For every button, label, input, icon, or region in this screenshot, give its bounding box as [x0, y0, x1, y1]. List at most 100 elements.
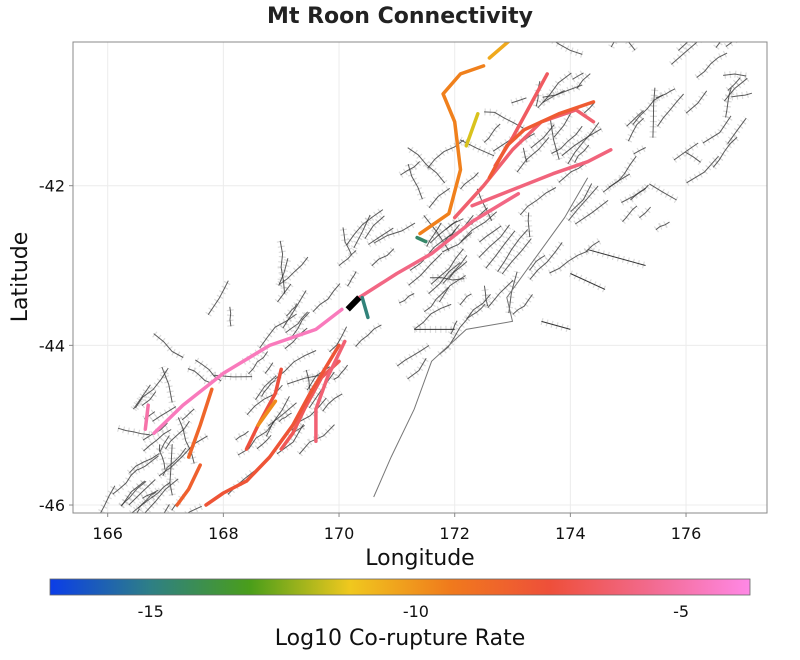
fault-trace [134, 367, 169, 409]
fault-trace [529, 242, 563, 280]
x-axis-ticks: 166 168 170 172 174 176 [92, 513, 701, 543]
fault-trace [408, 252, 443, 286]
x-axis-label: Longitude [365, 546, 474, 571]
fault-trace [329, 326, 348, 353]
fault-trace [170, 435, 208, 468]
fault-trace [731, 92, 753, 98]
fault-trace [610, 42, 615, 48]
fault-polygon [79, 546, 101, 566]
fault-trace [128, 479, 156, 506]
fault-trace [553, 111, 572, 138]
fault-trace [442, 232, 473, 253]
fault-polygon [628, 13, 664, 36]
fault-polygon [648, 0, 663, 3]
fault-polygon [714, 0, 732, 12]
fault-trace [460, 211, 498, 242]
fault-trace [632, 94, 664, 125]
y-axis-label: Latitude [8, 232, 33, 323]
fault-trace [282, 290, 307, 329]
fault-trace [407, 357, 427, 380]
colorbar-ticks: -15 -10 -5 [138, 602, 689, 621]
rupture-trace [314, 339, 347, 443]
fault-trace [497, 229, 529, 272]
fault-trace [207, 280, 229, 315]
fault-trace [649, 183, 677, 201]
fault-trace [279, 256, 309, 285]
fault-trace [117, 427, 150, 436]
fault-trace [333, 364, 349, 380]
rupture-trace [204, 343, 341, 507]
fault-trace [400, 161, 421, 176]
fault-trace [642, 0, 664, 29]
fault-trace [373, 222, 416, 244]
fault-trace [727, 117, 747, 144]
fault-trace [633, 147, 646, 155]
fault-trace [714, 0, 732, 12]
fault-trace [265, 396, 290, 437]
fault-trace [652, 87, 656, 138]
fault-trace [549, 119, 560, 160]
y-tick-label: -42 [39, 177, 65, 196]
fault-trace [152, 406, 177, 422]
fault-trace [459, 293, 472, 306]
fault-trace [187, 368, 212, 384]
fault-trace [353, 214, 371, 249]
fault-trace [630, 184, 649, 201]
rupture-trace [360, 295, 370, 320]
fault-trace [322, 393, 343, 412]
fault-trace [627, 42, 636, 51]
fault-trace [187, 505, 202, 513]
fault-trace [287, 374, 324, 385]
fault-trace [137, 491, 157, 509]
fault-trace [725, 87, 732, 118]
fault-network [79, 0, 770, 566]
fault-trace [264, 362, 274, 374]
fault-trace [346, 209, 384, 246]
fault-trace [466, 303, 486, 319]
fault-trace [708, 8, 747, 18]
colorbar [49, 578, 751, 596]
fault-trace [285, 311, 309, 334]
fault-trace [501, 238, 532, 275]
fault-trace [696, 52, 728, 78]
rupture-trace [152, 307, 344, 435]
fault-trace [143, 429, 172, 452]
y-tick-label: -46 [39, 496, 65, 515]
rupture-trace [256, 399, 278, 427]
fault-polygon [759, 0, 770, 10]
fault-trace [466, 293, 491, 320]
rupture-trace [470, 148, 613, 208]
fault-trace [576, 73, 591, 89]
y-axis-ticks: -42 -44 -46 [39, 177, 73, 515]
mt-roon-fault [345, 295, 362, 312]
fault-trace [259, 313, 297, 349]
fault-trace [342, 227, 352, 255]
fault-trace [716, 3, 738, 35]
fault-polygon [625, 0, 647, 12]
rupture-trace [186, 387, 214, 459]
fault-trace [572, 72, 584, 80]
colorbar-tick-label: -5 [673, 602, 689, 621]
fault-trace [522, 147, 528, 163]
x-tick-label: 172 [439, 524, 470, 543]
fault-trace [723, 77, 748, 102]
fault-trace [235, 430, 249, 441]
fault-trace [158, 467, 171, 477]
fault-trace [278, 412, 292, 422]
fault-trace [612, 21, 634, 36]
x-tick-label: 170 [324, 524, 355, 543]
fault-polygon [599, 20, 615, 40]
fault-trace [519, 187, 557, 216]
fault-trace [428, 262, 461, 294]
fault-trace [132, 384, 151, 410]
fault-trace [163, 504, 170, 513]
fault-trace [639, 206, 651, 219]
fault-trace [229, 306, 232, 327]
fault-trace [529, 255, 546, 271]
fault-trace [278, 258, 289, 286]
fault-trace [151, 481, 171, 498]
fault-trace [542, 84, 583, 98]
fault-trace [602, 173, 630, 193]
fault-polygon [716, 3, 738, 35]
